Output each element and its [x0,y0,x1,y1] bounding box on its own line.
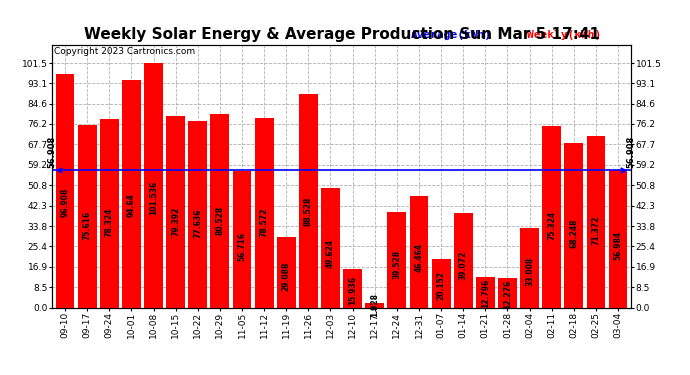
Text: 88.528: 88.528 [304,197,313,226]
Text: 39.072: 39.072 [459,251,468,280]
Bar [233,171,251,308]
Text: 33.008: 33.008 [525,257,534,286]
Text: 39.528: 39.528 [393,250,402,279]
Text: 29.088: 29.088 [282,261,290,291]
Bar [454,213,473,308]
Bar [343,269,362,308]
Bar [78,125,97,308]
Title: Weekly Solar Energy & Average Production Sun Mar 5 17:41: Weekly Solar Energy & Average Production… [83,27,600,42]
Text: Weekly(kWh): Weekly(kWh) [527,30,601,40]
Bar [166,116,185,308]
Bar [100,119,119,308]
Text: 79.392: 79.392 [171,207,180,236]
Text: 1.928: 1.928 [371,293,380,317]
Bar [365,303,384,307]
Text: 56.716: 56.716 [237,231,246,261]
Bar [542,126,561,308]
Text: 71.372: 71.372 [591,216,600,245]
Text: 20.152: 20.152 [437,271,446,300]
Text: 56.908: 56.908 [47,136,57,168]
Bar [388,212,406,308]
Text: 12.276: 12.276 [503,280,512,309]
Text: 78.324: 78.324 [105,208,114,237]
Bar [609,170,627,308]
Text: 77.636: 77.636 [193,209,202,238]
Text: 75.616: 75.616 [83,211,92,240]
Text: 68.248: 68.248 [569,219,578,248]
Bar [432,259,451,308]
Bar [586,136,605,308]
Bar [144,63,163,308]
Bar [122,80,141,308]
Bar [476,277,495,308]
Bar [277,237,295,308]
Bar [498,278,517,308]
Text: 12.796: 12.796 [481,279,490,308]
Text: Average(kWh): Average(kWh) [411,30,492,40]
Text: 46.464: 46.464 [415,243,424,272]
Bar [255,118,273,308]
Bar [299,94,318,308]
Text: 15.936: 15.936 [348,276,357,305]
Text: 56.984: 56.984 [613,231,622,260]
Text: 78.572: 78.572 [259,208,268,237]
Bar [210,114,229,308]
Bar [410,196,428,308]
Text: 56.908: 56.908 [627,136,636,168]
Text: Copyright 2023 Cartronics.com: Copyright 2023 Cartronics.com [54,47,195,56]
Text: 94.64: 94.64 [127,193,136,217]
Bar [564,143,583,308]
Bar [520,228,539,308]
Text: 80.528: 80.528 [215,206,224,235]
Text: 101.536: 101.536 [149,180,158,214]
Bar [188,120,207,308]
Bar [56,74,75,307]
Bar [321,188,340,308]
Text: 49.624: 49.624 [326,239,335,268]
Text: 96.908: 96.908 [61,188,70,217]
Text: 75.324: 75.324 [547,211,556,240]
